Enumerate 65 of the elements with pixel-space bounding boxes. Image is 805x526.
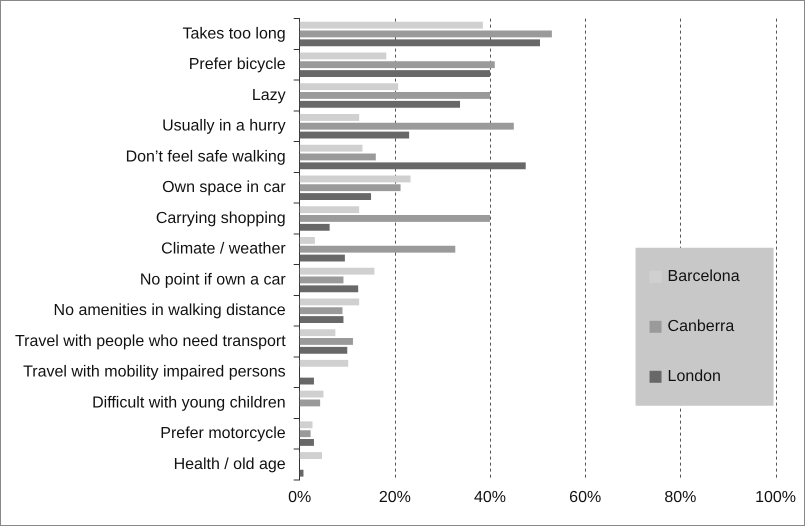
bar bbox=[300, 452, 322, 460]
bar bbox=[300, 30, 552, 38]
bar bbox=[300, 132, 410, 138]
bar bbox=[300, 22, 483, 29]
bar bbox=[300, 285, 358, 292]
bar bbox=[300, 61, 495, 68]
y-tick-label: Usually in a hurry bbox=[162, 118, 286, 135]
bar bbox=[300, 268, 374, 275]
bar bbox=[300, 39, 540, 46]
y-tick-label: Climate / weather bbox=[161, 240, 286, 258]
x-tick-label: 80% bbox=[664, 488, 696, 506]
y-tick-label: Carrying shopping bbox=[156, 210, 286, 227]
bar bbox=[300, 390, 324, 398]
bar bbox=[300, 70, 490, 77]
bar bbox=[300, 83, 398, 90]
legend-label: London bbox=[668, 368, 721, 386]
x-tick-label: 60% bbox=[569, 488, 602, 506]
y-tick-label: Takes too long bbox=[182, 25, 286, 42]
y-tick-label: Difficult with young children bbox=[92, 394, 286, 412]
bar bbox=[300, 100, 460, 108]
legend-label: Barcelona bbox=[668, 268, 740, 286]
y-tick-label: Lazy bbox=[252, 86, 286, 104]
y-tick-label: Health / old age bbox=[174, 456, 286, 473]
bar bbox=[300, 338, 353, 345]
bar bbox=[300, 346, 348, 354]
bar bbox=[300, 184, 401, 192]
y-tick-label: Travel with mobility impaired persons bbox=[23, 364, 286, 381]
x-tick-label: 0% bbox=[288, 488, 312, 506]
bar bbox=[300, 329, 336, 336]
bar bbox=[300, 215, 490, 222]
bar bbox=[300, 144, 362, 152]
bar bbox=[300, 421, 313, 428]
x-tick-label: 40% bbox=[474, 488, 506, 506]
bar bbox=[300, 224, 330, 231]
bar bbox=[300, 298, 360, 306]
bar bbox=[300, 175, 411, 182]
bar bbox=[300, 162, 526, 170]
bar bbox=[300, 360, 348, 367]
bar bbox=[300, 236, 315, 244]
legend-label: Canberra bbox=[668, 318, 734, 336]
y-tick-label: No amenities in walking distance bbox=[54, 302, 286, 320]
bar bbox=[300, 246, 456, 253]
bar bbox=[300, 316, 344, 323]
bar bbox=[300, 206, 360, 214]
bar bbox=[300, 378, 314, 384]
bar bbox=[300, 193, 372, 200]
x-tick-label: 20% bbox=[378, 488, 411, 506]
y-tick-label: No point if own a car bbox=[140, 271, 286, 288]
y-tick-label: Don’t feel safe walking bbox=[126, 148, 286, 166]
y-tick-label: Travel with people who need transport bbox=[15, 332, 286, 350]
bar bbox=[300, 399, 320, 406]
y-tick-label: Own space in car bbox=[162, 179, 286, 196]
bar bbox=[300, 307, 342, 314]
x-tick-label: 100% bbox=[755, 488, 796, 506]
y-tick-label: Prefer motorcycle bbox=[160, 425, 286, 442]
bar bbox=[300, 114, 360, 121]
bar bbox=[300, 52, 386, 60]
bar bbox=[300, 430, 311, 438]
bar bbox=[300, 92, 490, 99]
y-tick-label: Prefer bicycle bbox=[188, 56, 286, 74]
bar bbox=[300, 439, 314, 446]
bar bbox=[300, 122, 514, 130]
bar bbox=[300, 254, 345, 262]
bar bbox=[300, 154, 376, 160]
bar bbox=[300, 276, 344, 284]
